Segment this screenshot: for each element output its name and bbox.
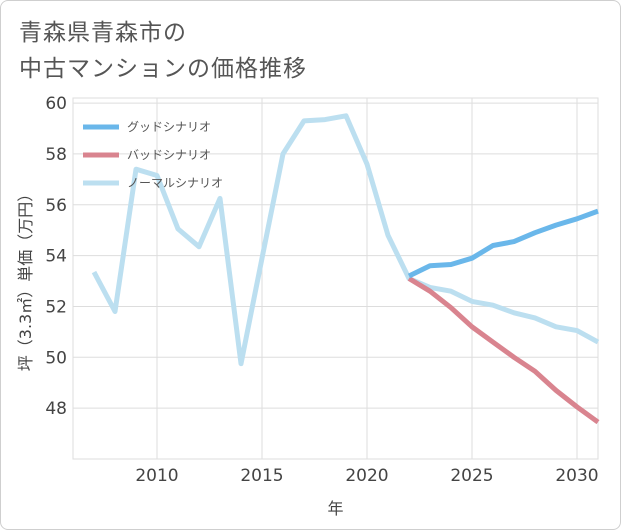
legend-label-bad: バッドシナリオ [127,148,211,162]
series-line-bad [407,276,600,425]
chart-title-line-2: 中古マンションの価格推移 [19,56,307,82]
x-tick-label: 2030 [555,466,598,486]
series-line-normal [91,113,600,367]
y-tick-label: 50 [45,348,67,368]
y-tick-label: 60 [45,94,67,114]
legend-label-good: グッドシナリオ [127,120,211,134]
y-tick-label: 52 [45,297,67,317]
x-tick-label: 2025 [450,466,493,486]
y-tick-label: 54 [45,247,67,267]
y-tick-label: 58 [45,145,67,165]
chart-title-line-1: 青森県青森市の [19,20,187,46]
x-tick-label: 2010 [135,466,178,486]
series-line-good [407,208,599,279]
y-axis-label: 坪（3.3㎡）単価（万円） [16,186,35,371]
y-tick-label: 48 [45,399,67,419]
x-tick-label: 2020 [345,466,388,486]
plot-frame [72,97,599,460]
legend-label-normal: ノーマルシナリオ [127,176,223,190]
x-axis-label: 年 [327,499,343,518]
y-tick-label: 56 [45,196,67,216]
x-tick-label: 2015 [240,466,283,486]
chart-title: 青森県青森市の 中古マンションの価格推移 [19,15,539,87]
